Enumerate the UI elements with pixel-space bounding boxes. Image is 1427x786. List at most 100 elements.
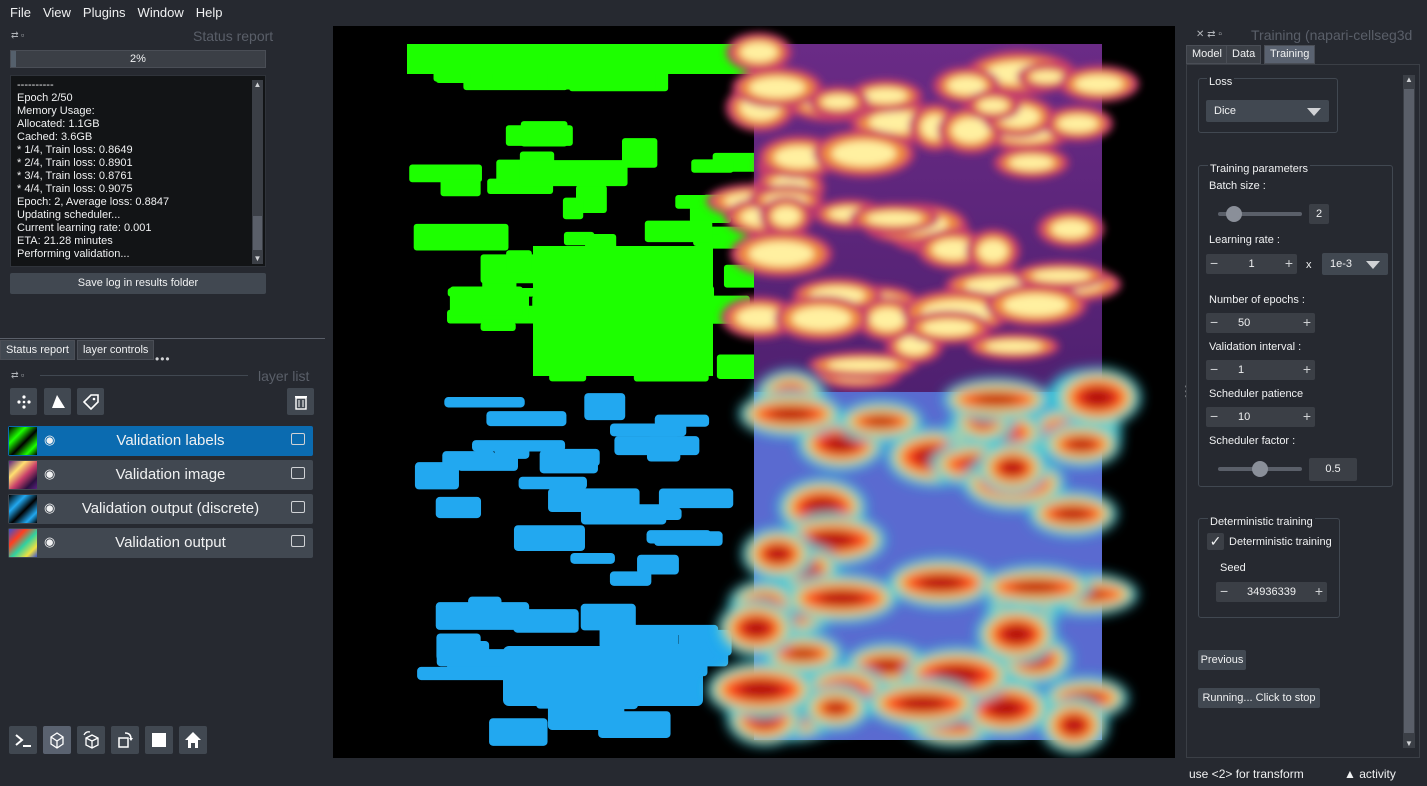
grid-toggle-icon[interactable] bbox=[145, 726, 173, 754]
menu-file[interactable]: File bbox=[10, 4, 31, 20]
progress-bar: 2% bbox=[10, 50, 266, 68]
loss-group bbox=[1198, 78, 1338, 133]
log-line: * 3/4, Train loss: 0.8761 bbox=[17, 170, 133, 182]
batch-size-slider-handle[interactable] bbox=[1226, 206, 1242, 222]
panel-scroll-thumb[interactable] bbox=[1404, 89, 1414, 733]
validation-labels-tile bbox=[407, 44, 823, 392]
log-line: Memory Usage: bbox=[17, 105, 95, 117]
new-points-layer-icon[interactable] bbox=[10, 388, 37, 415]
validation-output-tile bbox=[707, 368, 1141, 753]
patience-value: 10 bbox=[1238, 411, 1251, 423]
loss-select[interactable]: Dice bbox=[1206, 100, 1329, 122]
dock-close-icon[interactable]: ✕ ⇄ ▫ bbox=[1196, 29, 1222, 40]
activity-toggle[interactable]: ▲ activity bbox=[1344, 767, 1396, 781]
float-layer-dock-icon[interactable]: ⇄ ▫ bbox=[11, 370, 25, 380]
lr-times-label: x bbox=[1306, 259, 1312, 271]
minus-icon[interactable]: − bbox=[1210, 361, 1219, 377]
float-dock-icon[interactable]: ⇄ ▫ bbox=[11, 30, 25, 40]
eye-icon[interactable]: ◉ bbox=[44, 534, 56, 549]
tab-layer-controls[interactable]: layer controls bbox=[76, 340, 155, 360]
training-title: Training (napari-cellseg3d bbox=[1251, 27, 1413, 43]
layer-row[interactable]: ◉ Validation output bbox=[8, 528, 313, 558]
epochs-spinbox[interactable]: − 50 + bbox=[1206, 313, 1315, 333]
console-icon[interactable] bbox=[9, 726, 37, 754]
layer-name: Validation output bbox=[115, 534, 226, 551]
start-stop-button[interactable]: Running... Click to stop bbox=[1198, 688, 1320, 708]
log-scrollbar[interactable]: ▲ ▼ bbox=[252, 80, 263, 264]
image-layer-icon bbox=[291, 467, 305, 479]
seed-spinbox[interactable]: − 34936339 + bbox=[1216, 582, 1327, 602]
scroll-up-icon[interactable]: ▲ bbox=[1405, 75, 1413, 84]
log-line: Epoch: 2, Average loss: 0.8847 bbox=[17, 196, 170, 208]
scroll-down-icon[interactable]: ▼ bbox=[253, 254, 262, 263]
plus-icon[interactable]: + bbox=[1284, 255, 1293, 271]
val-interval-spinbox[interactable]: − 1 + bbox=[1206, 360, 1315, 380]
new-shapes-layer-icon[interactable] bbox=[44, 388, 71, 415]
val-interval-value: 1 bbox=[1238, 364, 1245, 376]
roll-dims-icon[interactable] bbox=[77, 726, 105, 754]
menu-window[interactable]: Window bbox=[137, 4, 184, 20]
deterministic-group-title: Deterministic training bbox=[1208, 516, 1315, 528]
plus-icon[interactable]: + bbox=[1302, 361, 1311, 377]
patience-spinbox[interactable]: − 10 + bbox=[1206, 407, 1315, 427]
layer-row[interactable]: ◉ Validation output (discrete) bbox=[8, 494, 313, 524]
ndisplay-icon[interactable] bbox=[43, 726, 71, 754]
log-box[interactable]: ---------- Epoch 2/50 Memory Usage: Allocat… bbox=[10, 75, 266, 267]
eye-icon[interactable]: ◉ bbox=[44, 500, 56, 515]
lr-mantissa-spinbox[interactable]: − 1 + bbox=[1206, 254, 1297, 274]
menu-bar: File View Plugins Window Help bbox=[0, 0, 1427, 24]
eye-icon[interactable]: ◉ bbox=[44, 466, 56, 481]
progress-text: 2% bbox=[130, 53, 146, 65]
plus-icon[interactable]: + bbox=[1314, 583, 1323, 599]
factor-label: Scheduler factor : bbox=[1209, 435, 1296, 447]
plus-icon[interactable]: + bbox=[1302, 314, 1311, 330]
layer-row[interactable]: ◉ Validation image bbox=[8, 460, 313, 490]
menu-help[interactable]: Help bbox=[195, 4, 223, 20]
minus-icon[interactable]: − bbox=[1220, 583, 1229, 599]
minus-icon[interactable]: − bbox=[1210, 314, 1219, 330]
lr-mantissa-value: 1 bbox=[1248, 258, 1255, 270]
layer-list-title: layer list bbox=[258, 368, 310, 384]
batch-size-value[interactable]: 2 bbox=[1309, 204, 1329, 224]
tab-data[interactable]: Data bbox=[1226, 45, 1262, 64]
tab-training[interactable]: Training bbox=[1264, 45, 1316, 64]
delete-layer-icon[interactable] bbox=[287, 388, 314, 415]
layer-name: Validation labels bbox=[116, 432, 225, 449]
new-labels-layer-icon[interactable] bbox=[77, 388, 104, 415]
panel-scrollbar[interactable]: ▲ ▼ bbox=[1403, 75, 1415, 748]
batch-size-slider[interactable] bbox=[1218, 212, 1302, 216]
menu-plugins[interactable]: Plugins bbox=[82, 4, 126, 20]
canvas-image-grid bbox=[407, 32, 1141, 753]
log-scroll-thumb[interactable] bbox=[253, 216, 262, 250]
save-log-button[interactable]: Save log in results folder bbox=[10, 273, 266, 294]
log-line: * 2/4, Train loss: 0.8901 bbox=[17, 157, 133, 169]
viewer-canvas[interactable] bbox=[333, 26, 1175, 758]
scroll-down-icon[interactable]: ▼ bbox=[1405, 739, 1413, 748]
layer-thumbnail bbox=[9, 495, 37, 523]
validation-output-discrete-tile bbox=[407, 392, 754, 746]
log-line: Performing validation... bbox=[17, 248, 130, 260]
eye-icon[interactable]: ◉ bbox=[44, 432, 56, 447]
seed-label: Seed bbox=[1220, 562, 1246, 574]
menu-view[interactable]: View bbox=[42, 4, 71, 20]
transpose-icon[interactable] bbox=[111, 726, 139, 754]
factor-slider-handle[interactable] bbox=[1252, 461, 1268, 477]
layer-row[interactable]: ◉ Validation labels bbox=[8, 426, 313, 456]
layer-name: Validation image bbox=[115, 466, 226, 483]
factor-value[interactable]: 0.5 bbox=[1309, 458, 1357, 481]
learning-rate-label: Learning rate : bbox=[1209, 234, 1280, 246]
home-icon[interactable] bbox=[179, 726, 207, 754]
more-icon[interactable]: ••• bbox=[155, 352, 171, 366]
log-line: Updating scheduler... bbox=[17, 209, 121, 221]
log-line: * 1/4, Train loss: 0.8649 bbox=[17, 144, 133, 156]
tab-status-report[interactable]: Status report bbox=[0, 340, 75, 360]
tab-model[interactable]: Model bbox=[1186, 45, 1228, 64]
deterministic-checkbox[interactable]: ✓ bbox=[1207, 533, 1224, 550]
lr-exponent-select[interactable]: 1e-3 bbox=[1322, 253, 1388, 275]
loss-group-title: Loss bbox=[1207, 76, 1235, 88]
minus-icon[interactable]: − bbox=[1210, 255, 1219, 271]
plus-icon[interactable]: + bbox=[1302, 408, 1311, 424]
scroll-up-icon[interactable]: ▲ bbox=[253, 80, 262, 89]
previous-button[interactable]: Previous bbox=[1198, 650, 1246, 670]
minus-icon[interactable]: − bbox=[1210, 408, 1219, 424]
